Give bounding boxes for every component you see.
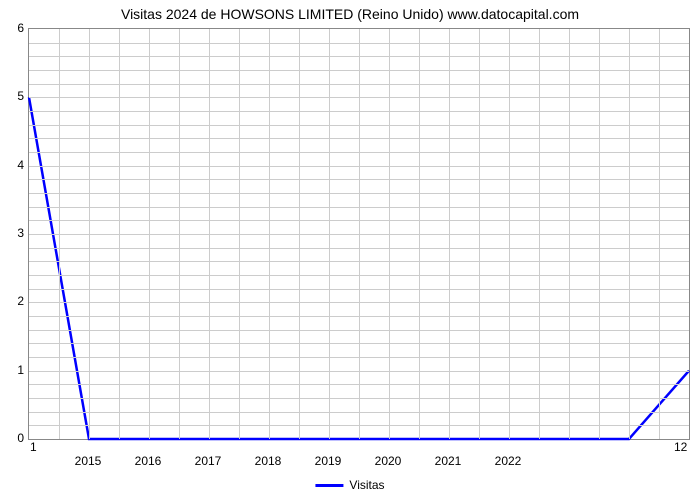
legend: Visitas xyxy=(315,478,384,492)
grid-line-horizontal xyxy=(29,111,689,112)
grid-line-horizontal xyxy=(29,152,689,153)
grid-line-horizontal xyxy=(29,371,689,372)
grid-line-horizontal xyxy=(29,275,689,276)
x-tick-label: 2019 xyxy=(315,454,342,468)
y-tick-label: 2 xyxy=(10,294,24,308)
grid-line-horizontal xyxy=(29,357,689,358)
grid-line-horizontal xyxy=(29,179,689,180)
grid-line-horizontal xyxy=(29,289,689,290)
grid-line-horizontal xyxy=(29,97,689,98)
grid-line-horizontal xyxy=(29,220,689,221)
grid-line-horizontal xyxy=(29,125,689,126)
chart-title: Visitas 2024 de HOWSONS LIMITED (Reino U… xyxy=(0,0,700,22)
grid-line-horizontal xyxy=(29,84,689,85)
grid-line-horizontal xyxy=(29,425,689,426)
x-tick-label: 2021 xyxy=(435,454,462,468)
x-corner-left: 1 xyxy=(30,440,37,454)
grid-line-horizontal xyxy=(29,166,689,167)
y-tick-label: 3 xyxy=(10,226,24,240)
grid-line-horizontal xyxy=(29,43,689,44)
grid-line-horizontal xyxy=(29,343,689,344)
x-tick-label: 2018 xyxy=(255,454,282,468)
grid-line-horizontal xyxy=(29,234,689,235)
x-tick-label: 2022 xyxy=(495,454,522,468)
grid-line-horizontal xyxy=(29,138,689,139)
y-tick-label: 1 xyxy=(10,363,24,377)
legend-swatch xyxy=(315,484,343,487)
y-tick-label: 6 xyxy=(10,21,24,35)
grid-line-horizontal xyxy=(29,316,689,317)
grid-line-horizontal xyxy=(29,398,689,399)
plot-area xyxy=(28,28,690,440)
grid-line-horizontal xyxy=(29,384,689,385)
x-corner-right: 12 xyxy=(674,440,687,454)
chart-container: Visitas 2024 de HOWSONS LIMITED (Reino U… xyxy=(0,0,700,500)
y-tick-label: 0 xyxy=(10,431,24,445)
y-tick-label: 5 xyxy=(10,89,24,103)
grid-line-horizontal xyxy=(29,207,689,208)
grid-line-horizontal xyxy=(29,330,689,331)
grid-line-horizontal xyxy=(29,56,689,57)
legend-label: Visitas xyxy=(349,478,384,492)
x-tick-label: 2020 xyxy=(375,454,402,468)
y-tick-label: 4 xyxy=(10,158,24,172)
x-tick-label: 2017 xyxy=(195,454,222,468)
grid-line-horizontal xyxy=(29,302,689,303)
x-tick-label: 2015 xyxy=(75,454,102,468)
grid-line-horizontal xyxy=(29,261,689,262)
grid-line-horizontal xyxy=(29,193,689,194)
grid-line-horizontal xyxy=(29,70,689,71)
x-tick-label: 2016 xyxy=(135,454,162,468)
grid-line-horizontal xyxy=(29,248,689,249)
grid-line-horizontal xyxy=(29,412,689,413)
